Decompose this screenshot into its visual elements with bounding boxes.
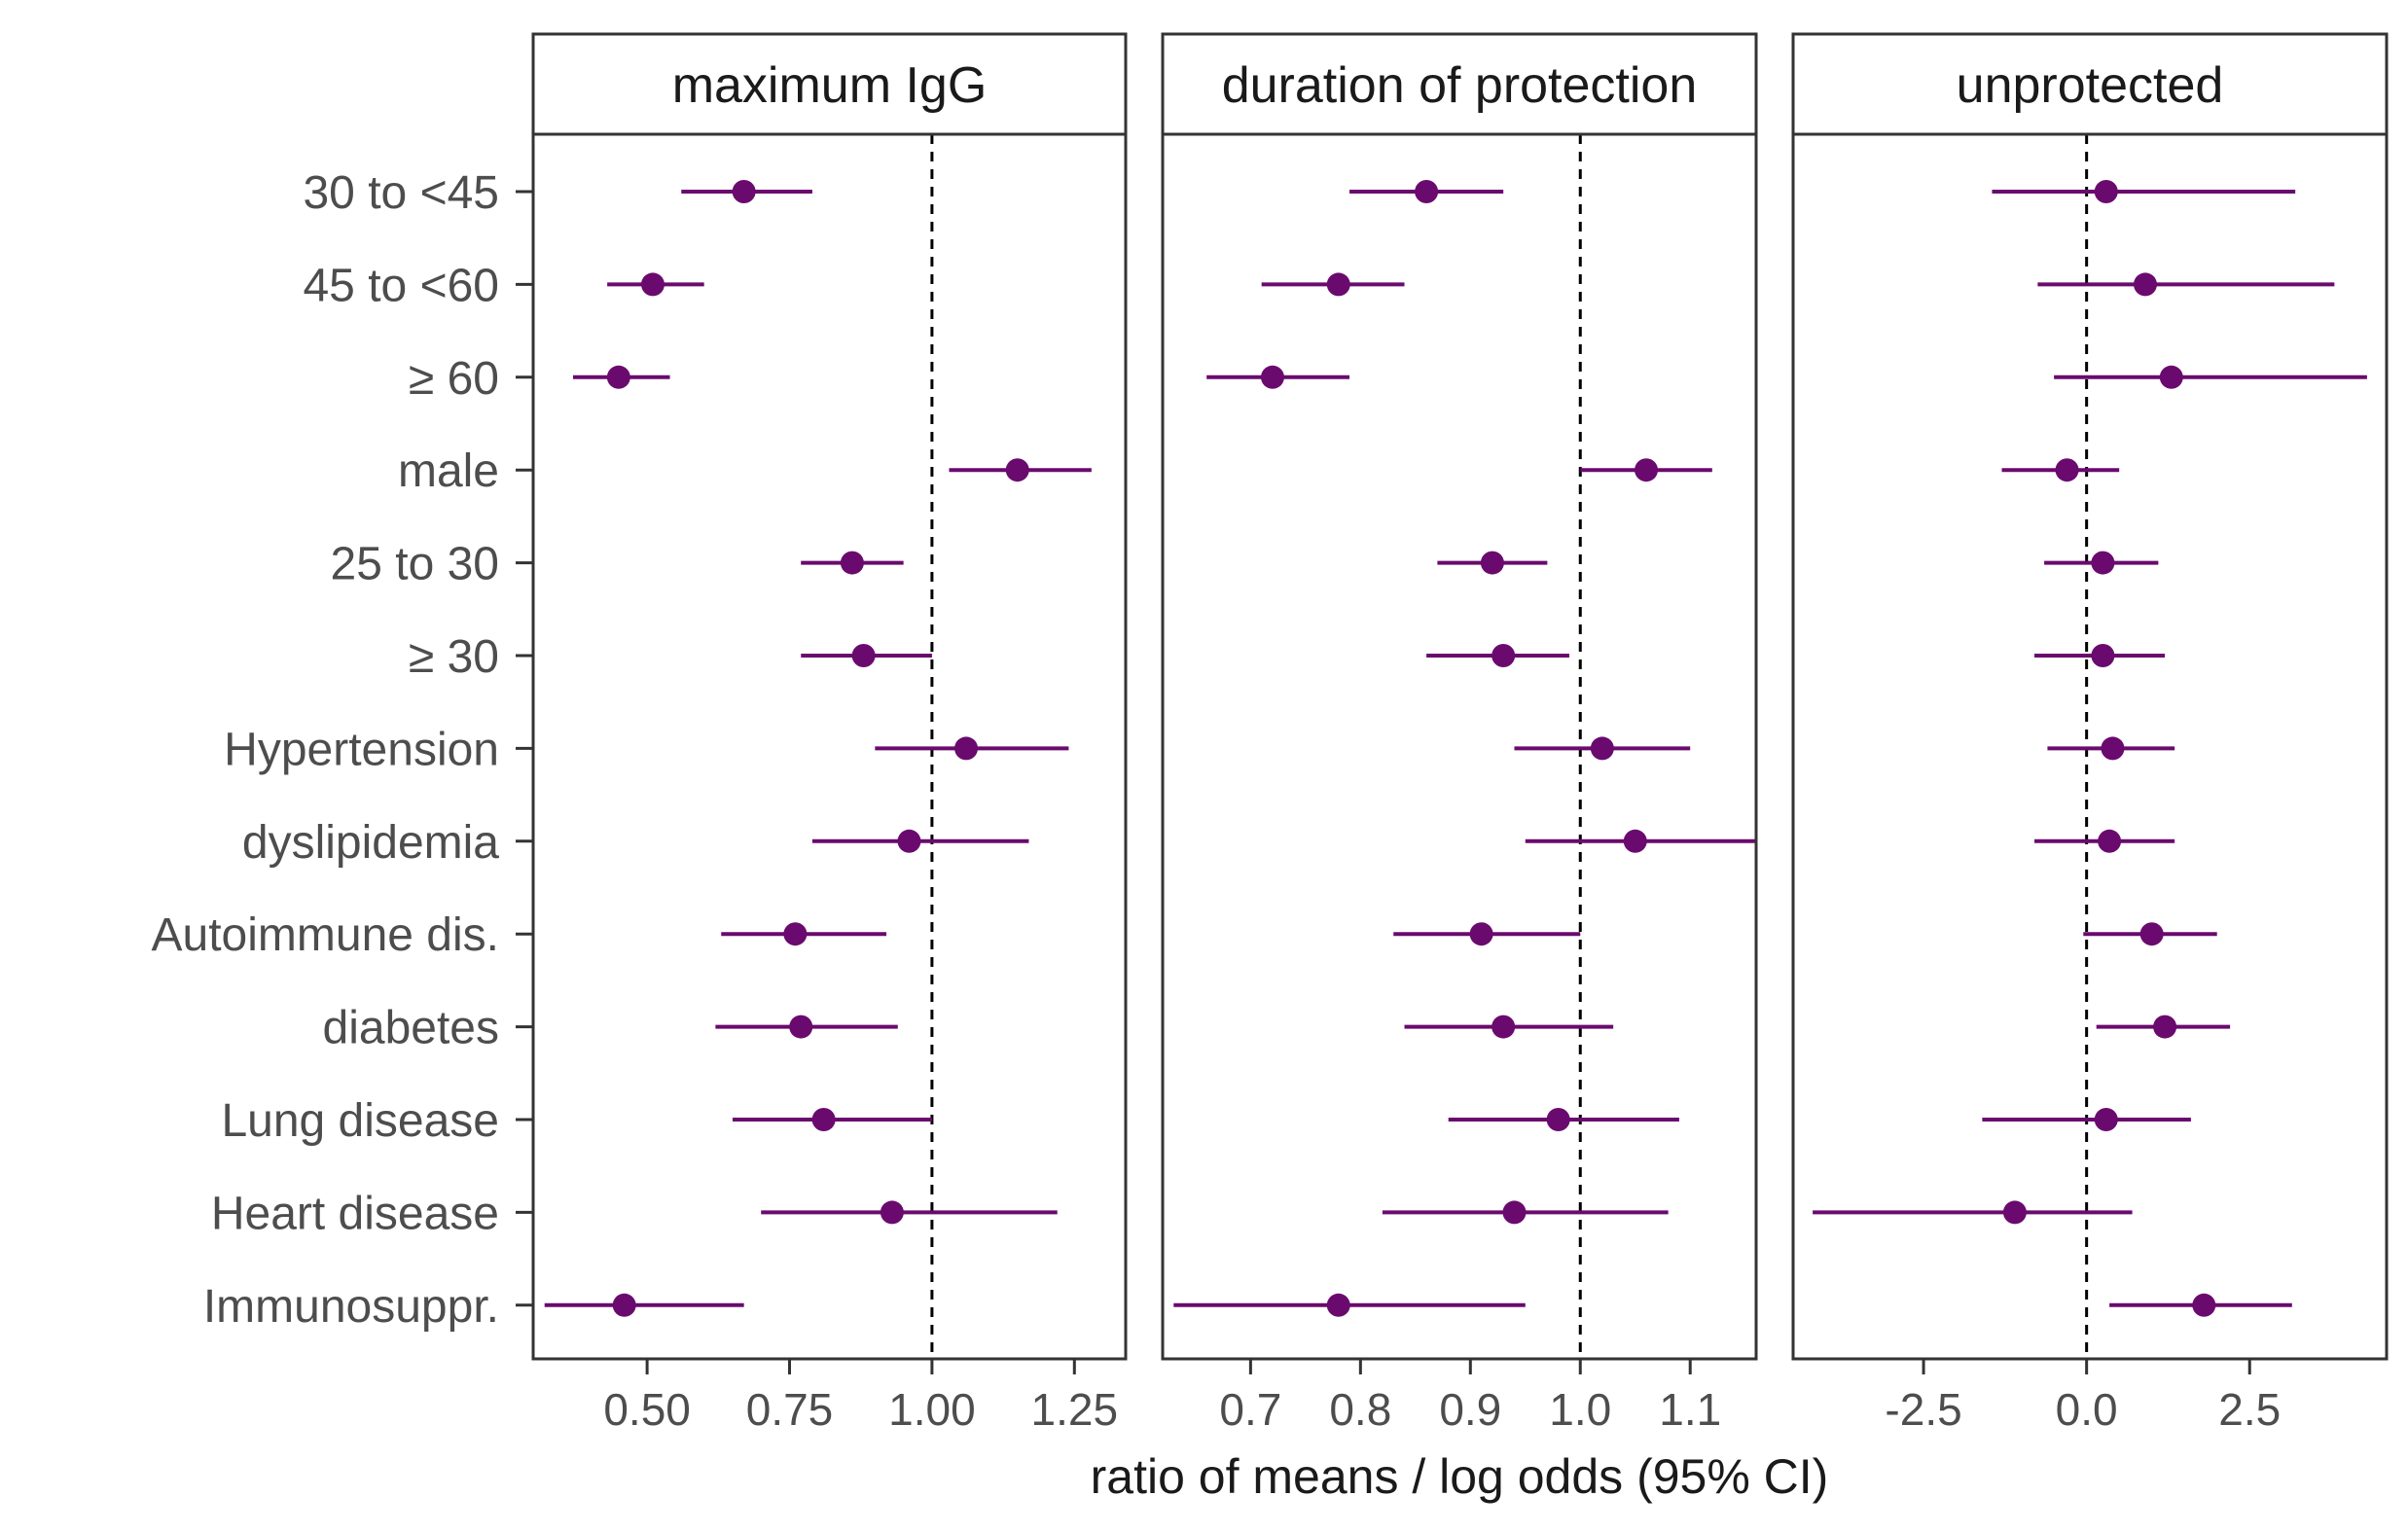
point-estimate <box>1590 736 1614 761</box>
point-estimate <box>840 551 864 575</box>
point-estimate <box>2153 1015 2177 1039</box>
point-estimate <box>2192 1293 2216 1317</box>
panels <box>531 132 2389 1361</box>
point-estimate <box>1546 1108 1570 1131</box>
point-estimate <box>1480 551 1504 575</box>
y-tick-label: 25 to 30 <box>331 539 499 590</box>
point-estimate <box>1502 1200 1527 1225</box>
point-estimate <box>2159 365 2183 389</box>
point-estimate <box>612 1293 636 1317</box>
point-estimate <box>783 922 808 946</box>
point-estimate <box>897 829 921 853</box>
panel-strip <box>1791 32 2389 136</box>
point-estimate <box>2055 458 2079 482</box>
panel-title: maximum IgG <box>672 57 988 114</box>
y-tick-label: ≥ 60 <box>409 353 499 405</box>
point-estimate <box>1635 458 1659 482</box>
point-estimate <box>1005 458 1029 482</box>
panel-title: duration of protection <box>1222 57 1698 114</box>
x-axes: 0.50 0.75 1.00 1.25 0.7 0.8 0.9 1.0 1.1 -2.5 0.0 2.… <box>603 1359 2281 1435</box>
x-tick-label: 0.50 <box>603 1384 691 1435</box>
point-estimate <box>1492 644 1516 667</box>
y-tick-label: diabetes <box>323 1003 499 1054</box>
panel-strips: maximum IgG duration of protection unprote… <box>531 32 2389 136</box>
x-tick-label: 1.1 <box>1659 1384 1721 1435</box>
point-estimate <box>954 736 979 761</box>
x-tick-label: 0.9 <box>1439 1384 1501 1435</box>
panel-border <box>1161 132 1758 1361</box>
point-estimate <box>1469 922 1493 946</box>
point-estimate <box>1415 180 1439 203</box>
point-estimate <box>2101 736 2125 761</box>
point-estimate <box>2139 922 2164 946</box>
point-estimate <box>1326 1293 1350 1317</box>
x-tick-label: 1.00 <box>888 1384 976 1435</box>
panel-border <box>1791 132 2389 1361</box>
point-estimate <box>2091 644 2115 667</box>
panel <box>1161 132 1758 1361</box>
panel <box>1791 132 2389 1361</box>
point-estimate <box>851 644 876 667</box>
y-tick-label: Hypertension <box>224 724 499 775</box>
x-tick-label: 1.0 <box>1549 1384 1611 1435</box>
y-tick-label: 45 to <60 <box>303 260 499 311</box>
point-estimate <box>789 1015 813 1039</box>
point-estimate <box>1623 829 1647 853</box>
point-estimate <box>1326 272 1350 297</box>
y-tick-label: Immunosuppr. <box>203 1281 499 1333</box>
point-estimate <box>811 1108 836 1131</box>
panel-title: unprotected <box>1957 57 2224 114</box>
y-tick-label: Autoimmune dis. <box>152 909 500 961</box>
point-estimate <box>2133 272 2157 297</box>
x-axis-title: ratio of means / log odds (95% CI) <box>1091 1449 1829 1504</box>
panel <box>531 132 1128 1361</box>
y-tick-label: Heart disease <box>211 1188 499 1239</box>
x-tick-label: 0.75 <box>746 1384 834 1435</box>
point-estimate <box>606 365 630 389</box>
y-tick-label: male <box>398 445 499 497</box>
y-tick-label: dyslipidemia <box>242 817 499 869</box>
x-tick-label: 0.7 <box>1219 1384 1281 1435</box>
x-tick-label: 2.5 <box>2218 1384 2281 1435</box>
y-tick-label: 30 to <45 <box>303 167 499 219</box>
y-axis-labels: 30 to <45 45 to <60 ≥ 60 male 25 to 30 ≥ 30 Hy… <box>152 167 533 1333</box>
y-tick-label: Lung disease <box>221 1095 499 1147</box>
point-estimate <box>880 1200 904 1225</box>
point-estimate <box>2094 180 2118 203</box>
point-estimate <box>2098 829 2122 853</box>
panel-border <box>531 132 1128 1361</box>
x-tick-label: 0.0 <box>2056 1384 2118 1435</box>
point-estimate <box>2002 1200 2027 1225</box>
panel-strip <box>1161 32 1758 136</box>
x-tick-label: -2.5 <box>1885 1384 1961 1435</box>
point-estimate <box>1492 1015 1516 1039</box>
x-tick-label: 0.8 <box>1329 1384 1391 1435</box>
point-estimate <box>732 180 756 203</box>
point-estimate <box>2094 1108 2118 1131</box>
x-tick-label: 1.25 <box>1031 1384 1119 1435</box>
point-estimate <box>2091 551 2115 575</box>
y-tick-label: ≥ 30 <box>409 631 499 683</box>
point-estimate <box>1260 365 1284 389</box>
point-estimate <box>640 272 665 297</box>
panel-strip <box>531 32 1128 136</box>
